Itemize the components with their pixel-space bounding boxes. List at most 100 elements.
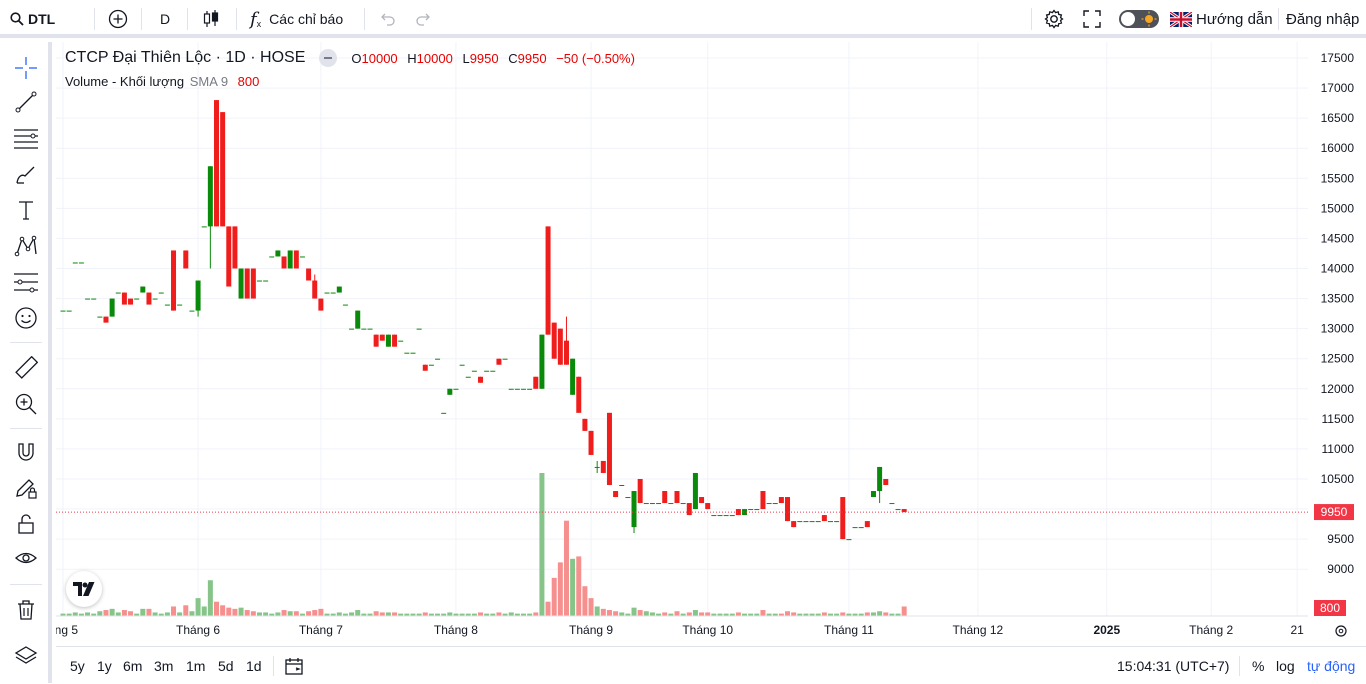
percent-toggle[interactable]: % (1252, 647, 1264, 684)
volume-bar (631, 607, 637, 616)
time-tick-label: Tháng 10 (682, 623, 733, 637)
divider (94, 8, 95, 30)
emoji-tool[interactable] (12, 304, 40, 332)
login-label: Đăng nhập (1286, 10, 1360, 28)
login-button[interactable]: Đăng nhập (1286, 0, 1359, 38)
candle-body (85, 298, 91, 300)
candle-body (754, 509, 760, 511)
fullscreen-button[interactable] (1082, 0, 1102, 38)
volume-bar (674, 611, 680, 616)
guide-link[interactable]: Hướng dẫn (1170, 0, 1273, 38)
pattern-tool[interactable] (12, 232, 40, 260)
log-toggle[interactable]: log (1276, 647, 1295, 684)
volume-bar (220, 605, 226, 616)
volume-bar (398, 613, 404, 616)
candle-body (692, 472, 698, 510)
candle-body (478, 376, 484, 383)
range-1y-button[interactable]: 1y (97, 647, 112, 684)
range-1m-button[interactable]: 1m (186, 647, 205, 684)
redo-button[interactable] (415, 0, 433, 38)
volume-legend: Volume - Khối lượng SMA 9 800 (65, 74, 259, 89)
volume-bar (785, 611, 791, 616)
volume-bar (766, 613, 772, 616)
volume-value: 800 (237, 74, 260, 89)
change-value: −50 (−0.50%) (556, 50, 635, 66)
candle-body (563, 340, 569, 365)
range-label: 5d (218, 657, 234, 674)
candle-body (600, 460, 606, 473)
candle-body (336, 286, 342, 293)
candle-body (901, 509, 907, 513)
volume-bar (471, 613, 477, 616)
volume-bar (490, 613, 496, 616)
hide-drawings-tool[interactable] (12, 544, 40, 572)
volume-bar (293, 611, 299, 616)
candle-body (551, 322, 557, 359)
volume-bar (250, 611, 256, 616)
candle-body (870, 491, 876, 498)
trend-line-tool[interactable] (12, 88, 40, 116)
brush-tool[interactable] (12, 160, 40, 188)
horizontal-lines-icon (14, 129, 38, 149)
chart-type-button[interactable] (202, 0, 220, 38)
range-3m-button[interactable]: 3m (154, 647, 173, 684)
range-label: 3m (154, 657, 174, 674)
volume-bar (78, 613, 84, 616)
tradingview-logo[interactable] (66, 571, 102, 607)
magnet-tool[interactable] (12, 438, 40, 466)
price-chart[interactable]: 17500 17000 16500 16000 15500 15000 14500 14000… (56, 42, 1366, 642)
theme-toggle[interactable] (1118, 0, 1162, 38)
lock-all-tool[interactable] (12, 510, 40, 538)
pencil-lock-icon (16, 479, 37, 499)
range-5y-button[interactable]: 5y (70, 647, 85, 684)
drawing-toolbar (0, 42, 52, 683)
indicators-button[interactable]: f x Các chỉ báo (250, 0, 343, 38)
lock-drawings-tool[interactable] (12, 474, 40, 502)
object-tree-tool[interactable] (12, 642, 40, 670)
volume-bar (858, 613, 864, 616)
log-label: log (1276, 657, 1295, 674)
auto-scale-toggle[interactable]: tự động (1307, 647, 1355, 684)
volume-bar (594, 606, 600, 616)
candle-body (263, 280, 269, 282)
candle-body (299, 256, 305, 258)
candle-body (256, 280, 262, 282)
volume-bar (484, 613, 490, 616)
candle-body (668, 503, 674, 505)
settings-button[interactable] (1043, 0, 1065, 38)
last-price-badge (1314, 504, 1354, 521)
open-value: 10000 (361, 50, 398, 66)
range-5d-button[interactable]: 5d (218, 647, 234, 684)
timezone-button[interactable]: 15:04:31 (UTC+7) (1117, 647, 1229, 684)
crosshair-tool[interactable] (12, 54, 40, 82)
divider (10, 342, 42, 343)
compare-button[interactable] (108, 0, 128, 38)
candle-body (428, 364, 434, 366)
undo-button[interactable] (378, 0, 396, 38)
measure-tool[interactable] (12, 354, 40, 382)
range-6m-button[interactable]: 6m (123, 647, 142, 684)
fib-tool[interactable] (12, 124, 40, 152)
remove-drawings-tool[interactable] (12, 596, 40, 624)
range-1d-button[interactable]: 1d (246, 647, 262, 684)
candle-body (373, 334, 379, 347)
candle-body (91, 298, 97, 300)
candle-body (508, 388, 514, 390)
goto-date-button[interactable] (284, 647, 304, 684)
candle-body (177, 304, 183, 306)
interval-button[interactable]: D (160, 0, 170, 38)
text-tool[interactable] (12, 196, 40, 224)
volume-bar (570, 558, 576, 616)
divider (1031, 8, 1032, 30)
zoom-tool[interactable] (12, 390, 40, 418)
symbol-search-button[interactable]: DTL (10, 0, 55, 38)
volume-bar (478, 612, 484, 616)
candle-body (410, 352, 416, 354)
volume-bar (613, 611, 619, 616)
candle-body (791, 521, 797, 528)
volume-bar (557, 562, 563, 616)
high-value: 10000 (416, 50, 453, 66)
redo-icon (416, 13, 430, 26)
prediction-tool[interactable] (12, 268, 40, 296)
legend-menu-icon[interactable] (319, 49, 338, 67)
